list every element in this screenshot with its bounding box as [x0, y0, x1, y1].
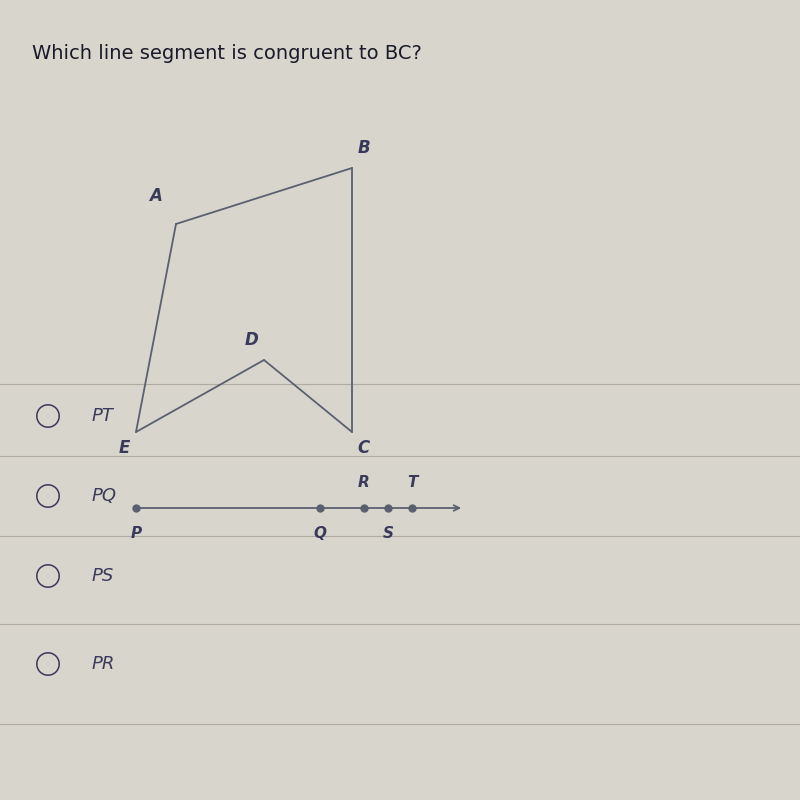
Text: E: E [118, 439, 130, 457]
Text: PT: PT [92, 407, 114, 425]
Text: S: S [382, 526, 394, 541]
Text: A: A [150, 187, 162, 205]
Text: PQ: PQ [92, 487, 117, 505]
Text: T: T [407, 475, 417, 490]
Text: C: C [358, 439, 370, 457]
Text: PR: PR [92, 655, 115, 673]
Text: B: B [358, 139, 370, 157]
Text: Q: Q [314, 526, 326, 541]
Text: Which line segment is congruent to BC?: Which line segment is congruent to BC? [32, 44, 422, 63]
Text: PS: PS [92, 567, 114, 585]
Text: P: P [130, 526, 142, 541]
Text: D: D [245, 331, 259, 349]
Text: R: R [358, 475, 370, 490]
